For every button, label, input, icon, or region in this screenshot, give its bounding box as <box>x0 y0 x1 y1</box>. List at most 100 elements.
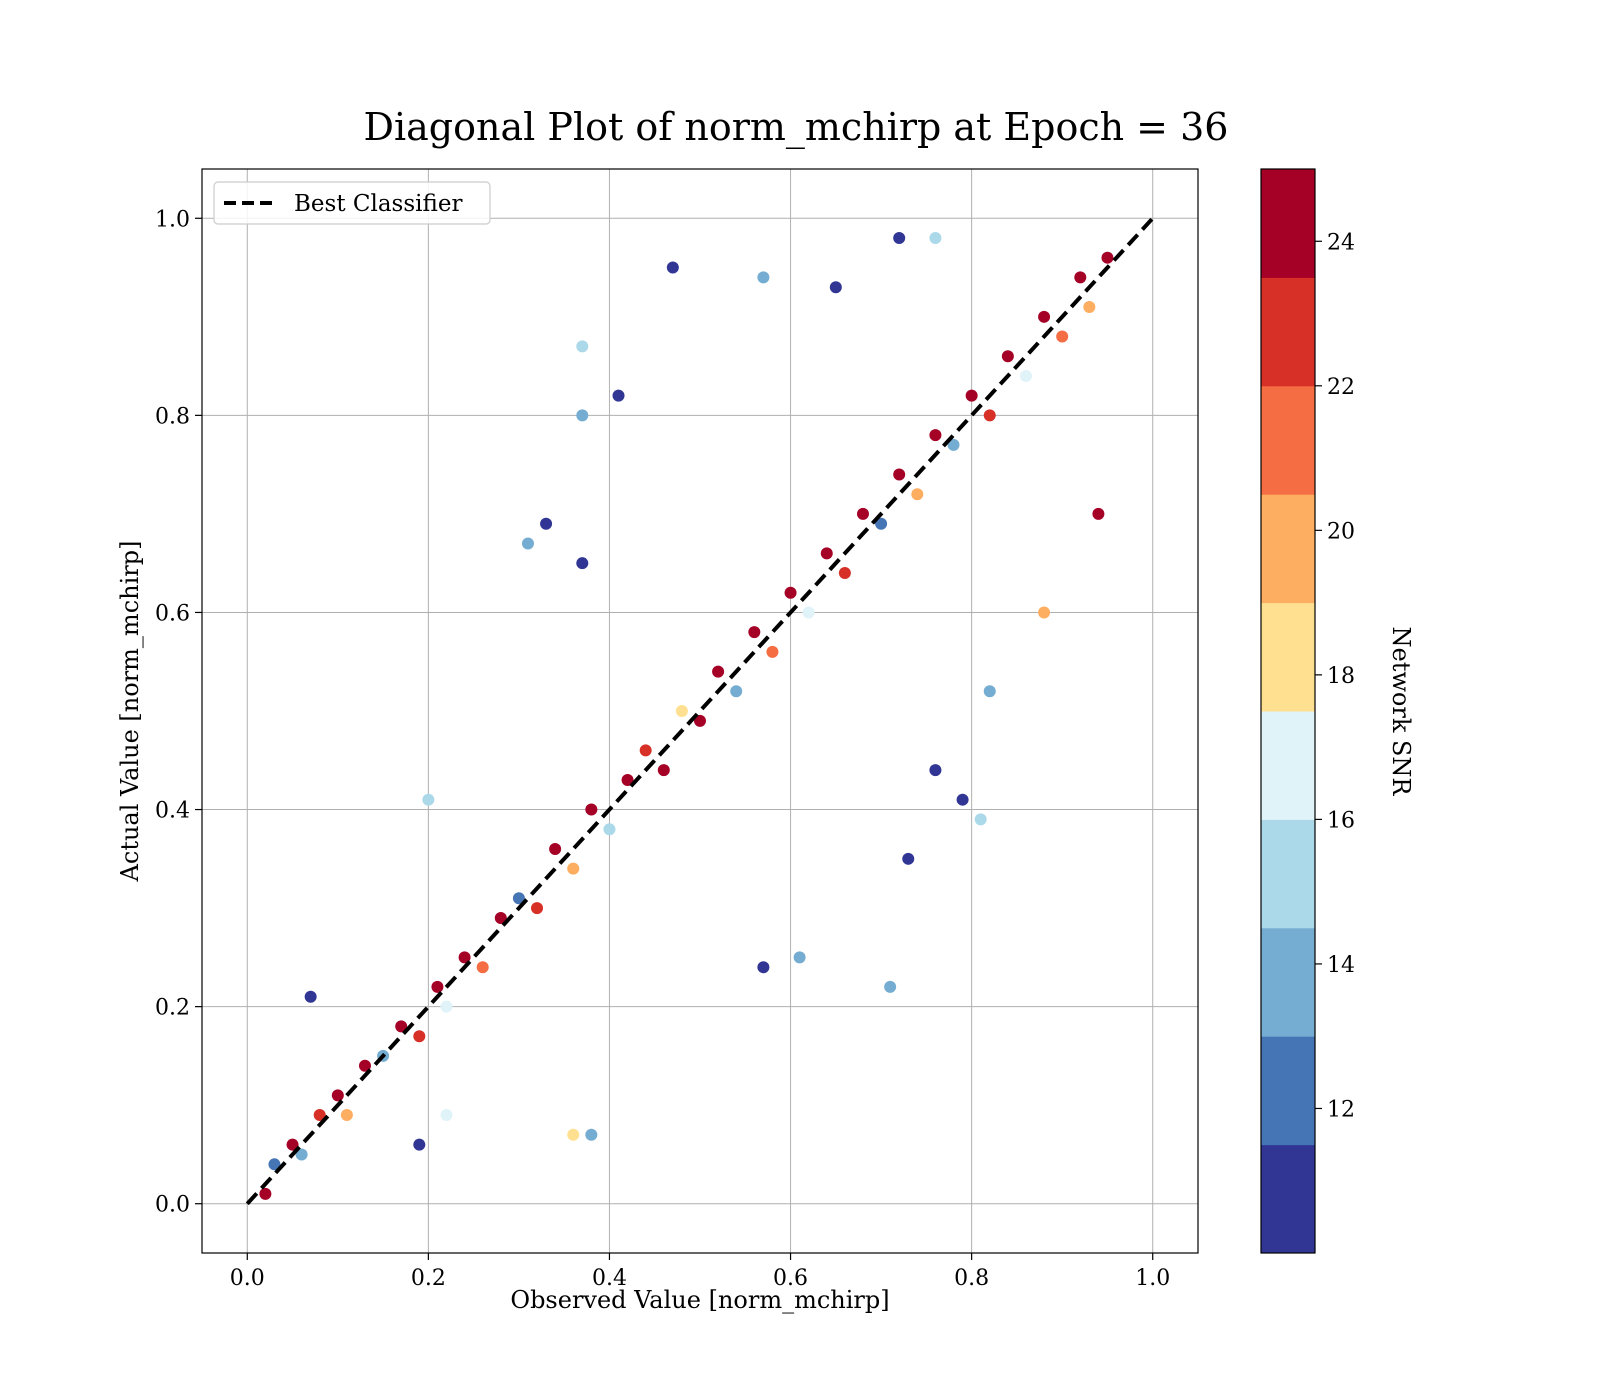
colorbar: 12 14 16 18 20 22 24 Network SNR <box>1260 168 1415 1254</box>
scatter-point <box>567 862 580 875</box>
scatter-point <box>820 547 833 560</box>
plot-frame <box>201 168 1199 1254</box>
scatter-point <box>340 1109 353 1122</box>
scatter-point <box>757 961 770 974</box>
scatter-point <box>712 665 725 678</box>
reference-line-group <box>245 216 1155 1206</box>
scatter-point <box>974 813 987 826</box>
x-tick-label: 0.0 <box>230 1266 265 1291</box>
scatter-point <box>304 990 317 1003</box>
y-tick-label: 0.8 <box>155 404 190 429</box>
scatter-point <box>458 951 471 964</box>
scatter-point <box>567 1128 580 1141</box>
scatter-point <box>956 793 969 806</box>
scatter-point <box>576 557 589 570</box>
scatter-point <box>730 685 743 698</box>
y-tick-label: 0.4 <box>155 799 190 824</box>
grid-lines <box>202 169 1198 1253</box>
scatter-point <box>838 567 851 580</box>
scatter-point <box>875 517 888 530</box>
scatter-point <box>1019 369 1032 382</box>
scatter-point <box>476 961 489 974</box>
x-tick-label: 0.8 <box>954 1266 989 1291</box>
scatter-point <box>884 980 897 993</box>
scatter-point <box>893 468 906 481</box>
scatter-point <box>440 1000 453 1013</box>
scatter-point <box>422 793 435 806</box>
colorbar-segment <box>1261 927 1315 1037</box>
scatter-point <box>576 340 589 353</box>
scatter-point <box>929 764 942 777</box>
y-tick-label: 0.2 <box>155 996 190 1021</box>
scatter-point <box>494 911 507 924</box>
scatter-point <box>395 1020 408 1033</box>
scatter-point <box>802 606 815 619</box>
legend: Best Classifier <box>213 181 491 225</box>
scatter-point <box>947 438 960 451</box>
y-axis-ticks: 0.0 0.2 0.4 0.6 0.8 1.0 <box>155 207 202 1218</box>
colorbar-tick-label: 24 <box>1327 230 1355 255</box>
scatter-point <box>766 645 779 658</box>
scatter-point <box>413 1138 426 1151</box>
colorbar-tick-label: 16 <box>1327 808 1355 833</box>
scatter-point <box>965 389 978 402</box>
best-classifier-line <box>245 216 1155 1206</box>
scatter-point <box>1038 606 1051 619</box>
colorbar-segment <box>1261 169 1315 278</box>
scatter-point <box>902 852 915 865</box>
x-tick-label: 1.0 <box>1135 1266 1170 1291</box>
scatter-point <box>1074 271 1087 284</box>
colorbar-segment <box>1261 819 1315 929</box>
legend-entry-best-classifier: Best Classifier <box>294 191 462 217</box>
scatter-point <box>1056 330 1069 343</box>
colorbar-segment <box>1261 1036 1315 1146</box>
x-tick-label: 0.4 <box>592 1266 627 1291</box>
scatter-point <box>612 389 625 402</box>
scatter-point <box>576 409 589 422</box>
scatter-point <box>431 980 444 993</box>
scatter-point <box>512 892 525 905</box>
colorbar-segment <box>1261 602 1315 712</box>
scatter-point <box>331 1089 344 1102</box>
scatter-point <box>983 685 996 698</box>
scatter-point <box>413 1030 426 1043</box>
colorbar-segment <box>1261 711 1315 820</box>
colorbar-tick-label: 14 <box>1327 953 1355 978</box>
scatter-point <box>268 1158 281 1171</box>
scatter-point <box>540 517 553 530</box>
x-axis-label: Observed Value [norm_mchirp] <box>510 1286 889 1314</box>
colorbar-tick-label: 18 <box>1327 664 1355 689</box>
scatter-point <box>666 261 679 274</box>
colorbar-segment <box>1261 385 1315 495</box>
y-tick-label: 1.0 <box>155 207 190 232</box>
scatter-point <box>603 823 616 836</box>
colorbar-tick-label: 20 <box>1327 519 1355 544</box>
scatter-point <box>1101 251 1114 264</box>
scatter-point <box>585 1128 598 1141</box>
colorbar-segment <box>1261 1144 1315 1254</box>
colorbar-segment <box>1261 277 1315 387</box>
scatter-point <box>585 803 598 816</box>
scatter-point <box>657 764 670 777</box>
y-tick-label: 0.0 <box>155 1193 190 1218</box>
plot-area <box>201 168 1199 1254</box>
colorbar-frame <box>1260 168 1316 1254</box>
scatter-point <box>856 507 869 520</box>
scatter-point <box>694 714 706 727</box>
scatter-point <box>929 231 942 244</box>
scatter-points <box>259 231 1114 1200</box>
colorbar-segments <box>1261 169 1315 1254</box>
scatter-point <box>313 1109 326 1122</box>
scatter-point <box>521 537 534 550</box>
scatter-point <box>675 705 688 717</box>
scatter-point <box>784 586 797 599</box>
scatter-point <box>440 1109 453 1122</box>
colorbar-segment <box>1261 494 1315 604</box>
y-axis-label: Actual Value [norm_mchirp] <box>116 541 144 883</box>
scatter-point <box>748 626 761 639</box>
scatter-point <box>549 842 562 855</box>
y-tick-label: 0.6 <box>155 601 190 626</box>
x-axis-ticks: 0.0 0.2 0.4 0.6 0.8 1.0 <box>230 1253 1170 1291</box>
scatter-point <box>1092 507 1105 520</box>
